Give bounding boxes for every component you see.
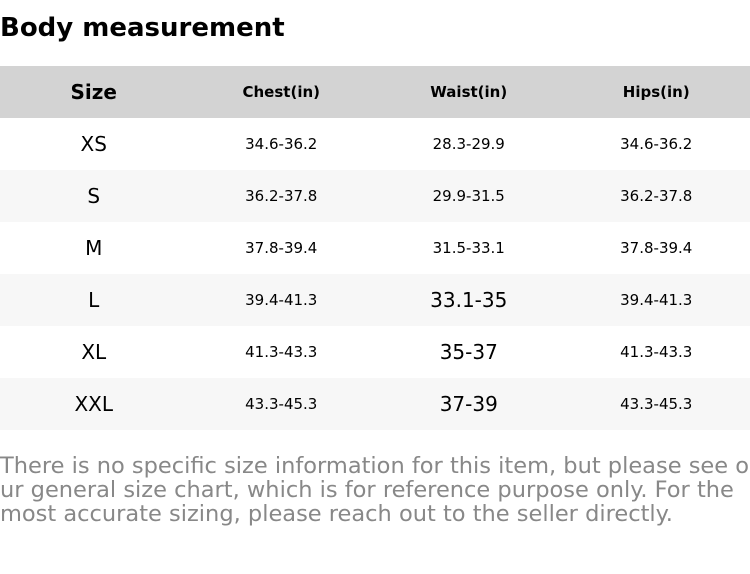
table-row: L 39.4-41.3 33.1-35 39.4-41.3	[0, 274, 750, 326]
cell-hips: 36.2-37.8	[620, 187, 693, 205]
cell-waist: 35-37	[439, 340, 498, 364]
table-row: XS 34.6-36.2 28.3-29.9 34.6-36.2	[0, 118, 750, 170]
table-row: S 36.2-37.8 29.9-31.5 36.2-37.8	[0, 170, 750, 222]
cell-chest: 34.6-36.2	[245, 135, 318, 153]
table-header-row: Size Chest(in) Waist(in) Hips(in)	[0, 66, 750, 118]
cell-size: XL	[81, 340, 107, 364]
cell-size: XS	[80, 132, 107, 156]
cell-waist: 33.1-35	[430, 288, 508, 312]
header-size: Size	[70, 80, 117, 104]
cell-chest: 36.2-37.8	[245, 187, 318, 205]
header-hips: Hips(in)	[622, 83, 690, 101]
cell-chest: 39.4-41.3	[245, 291, 318, 309]
cell-chest: 37.8-39.4	[245, 239, 318, 257]
table-row: XXL 43.3-45.3 37-39 43.3-45.3	[0, 378, 750, 430]
cell-hips: 34.6-36.2	[620, 135, 693, 153]
cell-chest: 41.3-43.3	[245, 343, 318, 361]
cell-waist: 29.9-31.5	[432, 187, 505, 205]
size-table: Size Chest(in) Waist(in) Hips(in) XS 34.6…	[0, 66, 750, 430]
size-note: There is no specific size information fo…	[0, 453, 750, 527]
cell-size: XXL	[74, 392, 114, 416]
cell-hips: 43.3-45.3	[620, 395, 693, 413]
table-row: M 37.8-39.4 31.5-33.1 37.8-39.4	[0, 222, 750, 274]
cell-hips: 37.8-39.4	[620, 239, 693, 257]
cell-size: L	[88, 288, 100, 312]
cell-waist: 28.3-29.9	[432, 135, 505, 153]
header-chest: Chest(in)	[242, 83, 321, 101]
cell-size: M	[85, 236, 103, 260]
page-title: Body measurement	[0, 13, 285, 43]
header-waist: Waist(in)	[430, 83, 508, 101]
table-row: XL 41.3-43.3 35-37 41.3-43.3	[0, 326, 750, 378]
cell-hips: 41.3-43.3	[620, 343, 693, 361]
cell-waist: 37-39	[439, 392, 498, 416]
cell-size: S	[87, 184, 101, 208]
cell-waist: 31.5-33.1	[432, 239, 505, 257]
cell-chest: 43.3-45.3	[245, 395, 318, 413]
cell-hips: 39.4-41.3	[620, 291, 693, 309]
